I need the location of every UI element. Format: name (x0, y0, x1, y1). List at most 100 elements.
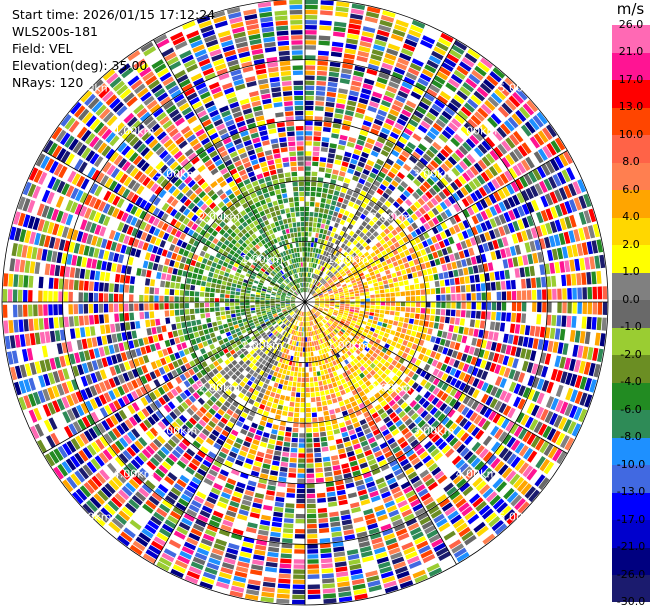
velocity-cell (335, 358, 340, 364)
velocity-cell (273, 382, 279, 388)
velocity-cell (513, 148, 524, 160)
velocity-cell (270, 347, 275, 353)
velocity-cell (264, 349, 270, 355)
velocity-cell (335, 346, 341, 352)
velocity-cell (391, 463, 401, 472)
velocity-cell (401, 414, 410, 423)
velocity-cell (489, 272, 495, 281)
velocity-cell (413, 110, 424, 119)
velocity-cell (303, 337, 305, 342)
velocity-cell (234, 346, 240, 352)
velocity-cell (208, 387, 216, 395)
velocity-cell (190, 338, 197, 346)
velocity-cell (405, 72, 418, 81)
velocity-cell (300, 327, 303, 332)
velocity-cell (299, 311, 302, 316)
velocity-cell (335, 103, 345, 109)
velocity-cell (38, 290, 43, 302)
velocity-cell (545, 208, 554, 221)
velocity-cell (320, 395, 326, 401)
velocity-cell (150, 361, 158, 370)
velocity-cell (491, 519, 504, 532)
velocity-cell (534, 183, 544, 195)
velocity-cell (23, 275, 29, 288)
velocity-cell (384, 284, 389, 289)
velocity-cell (209, 292, 215, 298)
velocity-cell (292, 381, 297, 387)
velocity-cell (288, 317, 293, 321)
velocity-cell (326, 486, 335, 492)
velocity-cell (383, 145, 392, 153)
velocity-cell (553, 415, 563, 428)
velocity-cell (297, 336, 300, 342)
velocity-cell (362, 369, 369, 376)
velocity-cell (546, 381, 554, 394)
velocity-cell (264, 318, 269, 323)
velocity-cell (468, 328, 474, 336)
velocity-cell (171, 275, 177, 282)
velocity-cell (316, 371, 321, 376)
velocity-cell (333, 309, 339, 313)
velocity-cell (539, 238, 546, 250)
velocity-cell (277, 327, 282, 332)
velocity-cell (241, 363, 248, 369)
velocity-cell (107, 500, 120, 512)
velocity-cell (210, 288, 216, 293)
velocity-cell (337, 314, 342, 318)
velocity-cell (296, 310, 300, 315)
velocity-cell (395, 302, 401, 307)
velocity-cell (420, 289, 426, 295)
velocity-cell (353, 287, 359, 291)
velocity-cell (445, 286, 451, 294)
velocity-cell (325, 298, 330, 300)
velocity-cell (292, 594, 305, 600)
velocity-cell (281, 374, 286, 380)
velocity-cell (63, 240, 71, 252)
velocity-cell (306, 428, 312, 433)
velocity-cell (361, 88, 372, 95)
velocity-cell (351, 80, 362, 87)
velocity-cell (333, 335, 339, 341)
velocity-cell (403, 76, 415, 85)
velocity-cell (480, 124, 491, 135)
velocity-cell (522, 387, 531, 399)
velocity-cell (395, 226, 402, 233)
velocity-cell (422, 554, 436, 564)
velocity-cell (359, 365, 366, 372)
velocity-cell (160, 280, 166, 288)
velocity-cell (335, 251, 340, 257)
velocity-cell (374, 269, 380, 275)
velocity-cell (331, 366, 336, 372)
velocity-cell (498, 431, 508, 443)
velocity-cell (412, 503, 424, 512)
velocity-cell (533, 151, 544, 164)
velocity-cell (475, 403, 484, 413)
velocity-cell (245, 290, 251, 294)
velocity-cell (376, 234, 383, 241)
velocity-cell (296, 309, 300, 314)
velocity-cell (62, 368, 70, 380)
velocity-cell (169, 510, 182, 520)
velocity-cell (427, 394, 436, 402)
velocity-cell (232, 400, 239, 408)
velocity-cell (565, 387, 574, 401)
velocity-cell (350, 340, 356, 345)
velocity-cell (408, 119, 419, 128)
velocity-cell (62, 411, 71, 424)
velocity-cell (388, 263, 394, 269)
velocity-cell (96, 336, 103, 346)
velocity-cell (314, 274, 317, 279)
velocity-cell (352, 261, 358, 266)
velocity-cell (320, 147, 328, 153)
velocity-cell (277, 588, 290, 594)
velocity-cell (394, 234, 402, 241)
velocity-cell (321, 326, 326, 331)
velocity-cell (339, 309, 344, 312)
velocity-cell (314, 306, 319, 309)
velocity-cell (372, 145, 382, 153)
velocity-cell (306, 412, 311, 418)
velocity-cell (93, 493, 105, 505)
velocity-cell (554, 261, 561, 274)
velocity-cell (172, 330, 179, 338)
velocity-cell (448, 270, 454, 278)
